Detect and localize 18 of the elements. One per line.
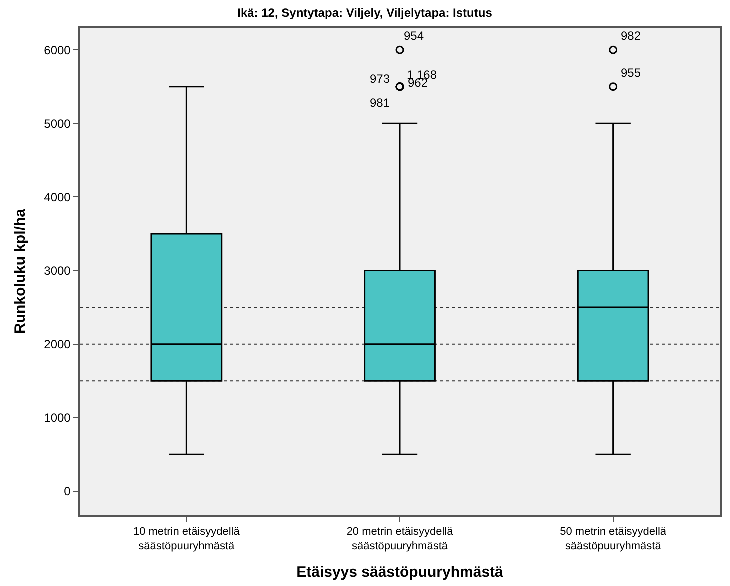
- x-tick-label: 50 metrin etäisyydellä säästöpuuryhmästä: [560, 526, 668, 552]
- y-tick-label: 1000: [44, 411, 72, 426]
- annotation: 973: [370, 72, 390, 86]
- annotation: 982: [621, 29, 642, 43]
- chart-title: Ikä: 12, Syntytapa: Viljely, Viljelytapa: Istutus: [238, 6, 493, 20]
- y-tick-label: 6000: [44, 43, 72, 58]
- y-tick-label: 2000: [44, 338, 72, 352]
- y-tick-label: 0: [64, 484, 72, 499]
- x-axis-title: Etäisyys säästöpuuryhmästä: [296, 564, 504, 581]
- annotation: 955: [621, 66, 642, 80]
- annotation: 954: [404, 29, 424, 43]
- x-tick-label: 20 metrin etäisyydellä säästöpuuryhmästä: [346, 526, 454, 552]
- y-axis-title: Runkoluku kpl/ha: [12, 208, 29, 334]
- y-tick-label: 5000: [44, 116, 72, 131]
- y-tick-label: 4000: [44, 190, 72, 204]
- x-tick-label: 10 metrin etäisyydellä säästöpuuryhmästä: [133, 526, 241, 552]
- y-tick-label: 3000: [44, 264, 72, 278]
- annotation: 981: [370, 96, 390, 110]
